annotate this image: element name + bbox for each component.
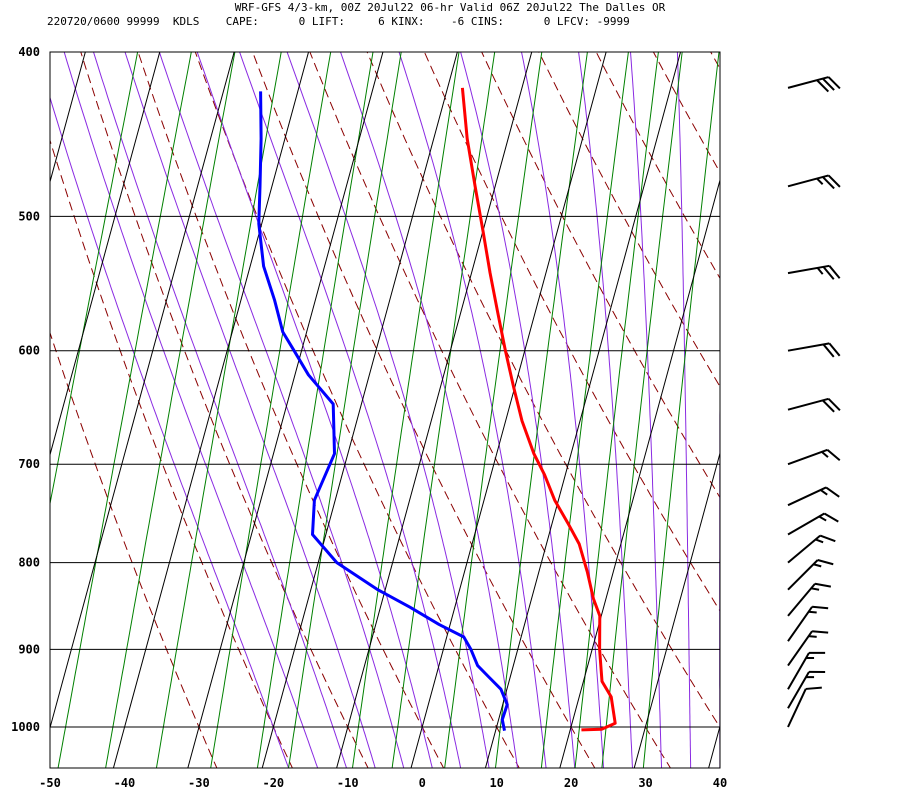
temperature-tick-label: -10 <box>337 776 359 790</box>
temperature-tick-label: 0 <box>419 776 426 790</box>
temperature-tick-label: -40 <box>114 776 136 790</box>
temperature-tick-label: 40 <box>713 776 727 790</box>
pressure-tick-label: 500 <box>18 209 40 223</box>
pressure-tick-label: 1000 <box>11 720 40 734</box>
pressure-tick-label: 900 <box>18 642 40 656</box>
pressure-tick-label: 700 <box>18 457 40 471</box>
temperature-tick-label: -50 <box>39 776 61 790</box>
pressure-tick-label: 400 <box>18 45 40 59</box>
chart-title: WRF-GFS 4/3-km, 00Z 20Jul22 06-hr Valid … <box>235 1 666 14</box>
temperature-tick-label: 10 <box>489 776 503 790</box>
temperature-tick-label: -20 <box>262 776 284 790</box>
temperature-tick-label: 20 <box>564 776 578 790</box>
sounding-info-line: 220720/0600 99999 KDLS CAPE: 0 LIFT: 6 K… <box>47 15 630 28</box>
temperature-tick-label: 30 <box>638 776 652 790</box>
pressure-tick-label: 600 <box>18 344 40 358</box>
temperature-tick-label: -30 <box>188 776 210 790</box>
pressure-tick-label: 800 <box>18 556 40 570</box>
